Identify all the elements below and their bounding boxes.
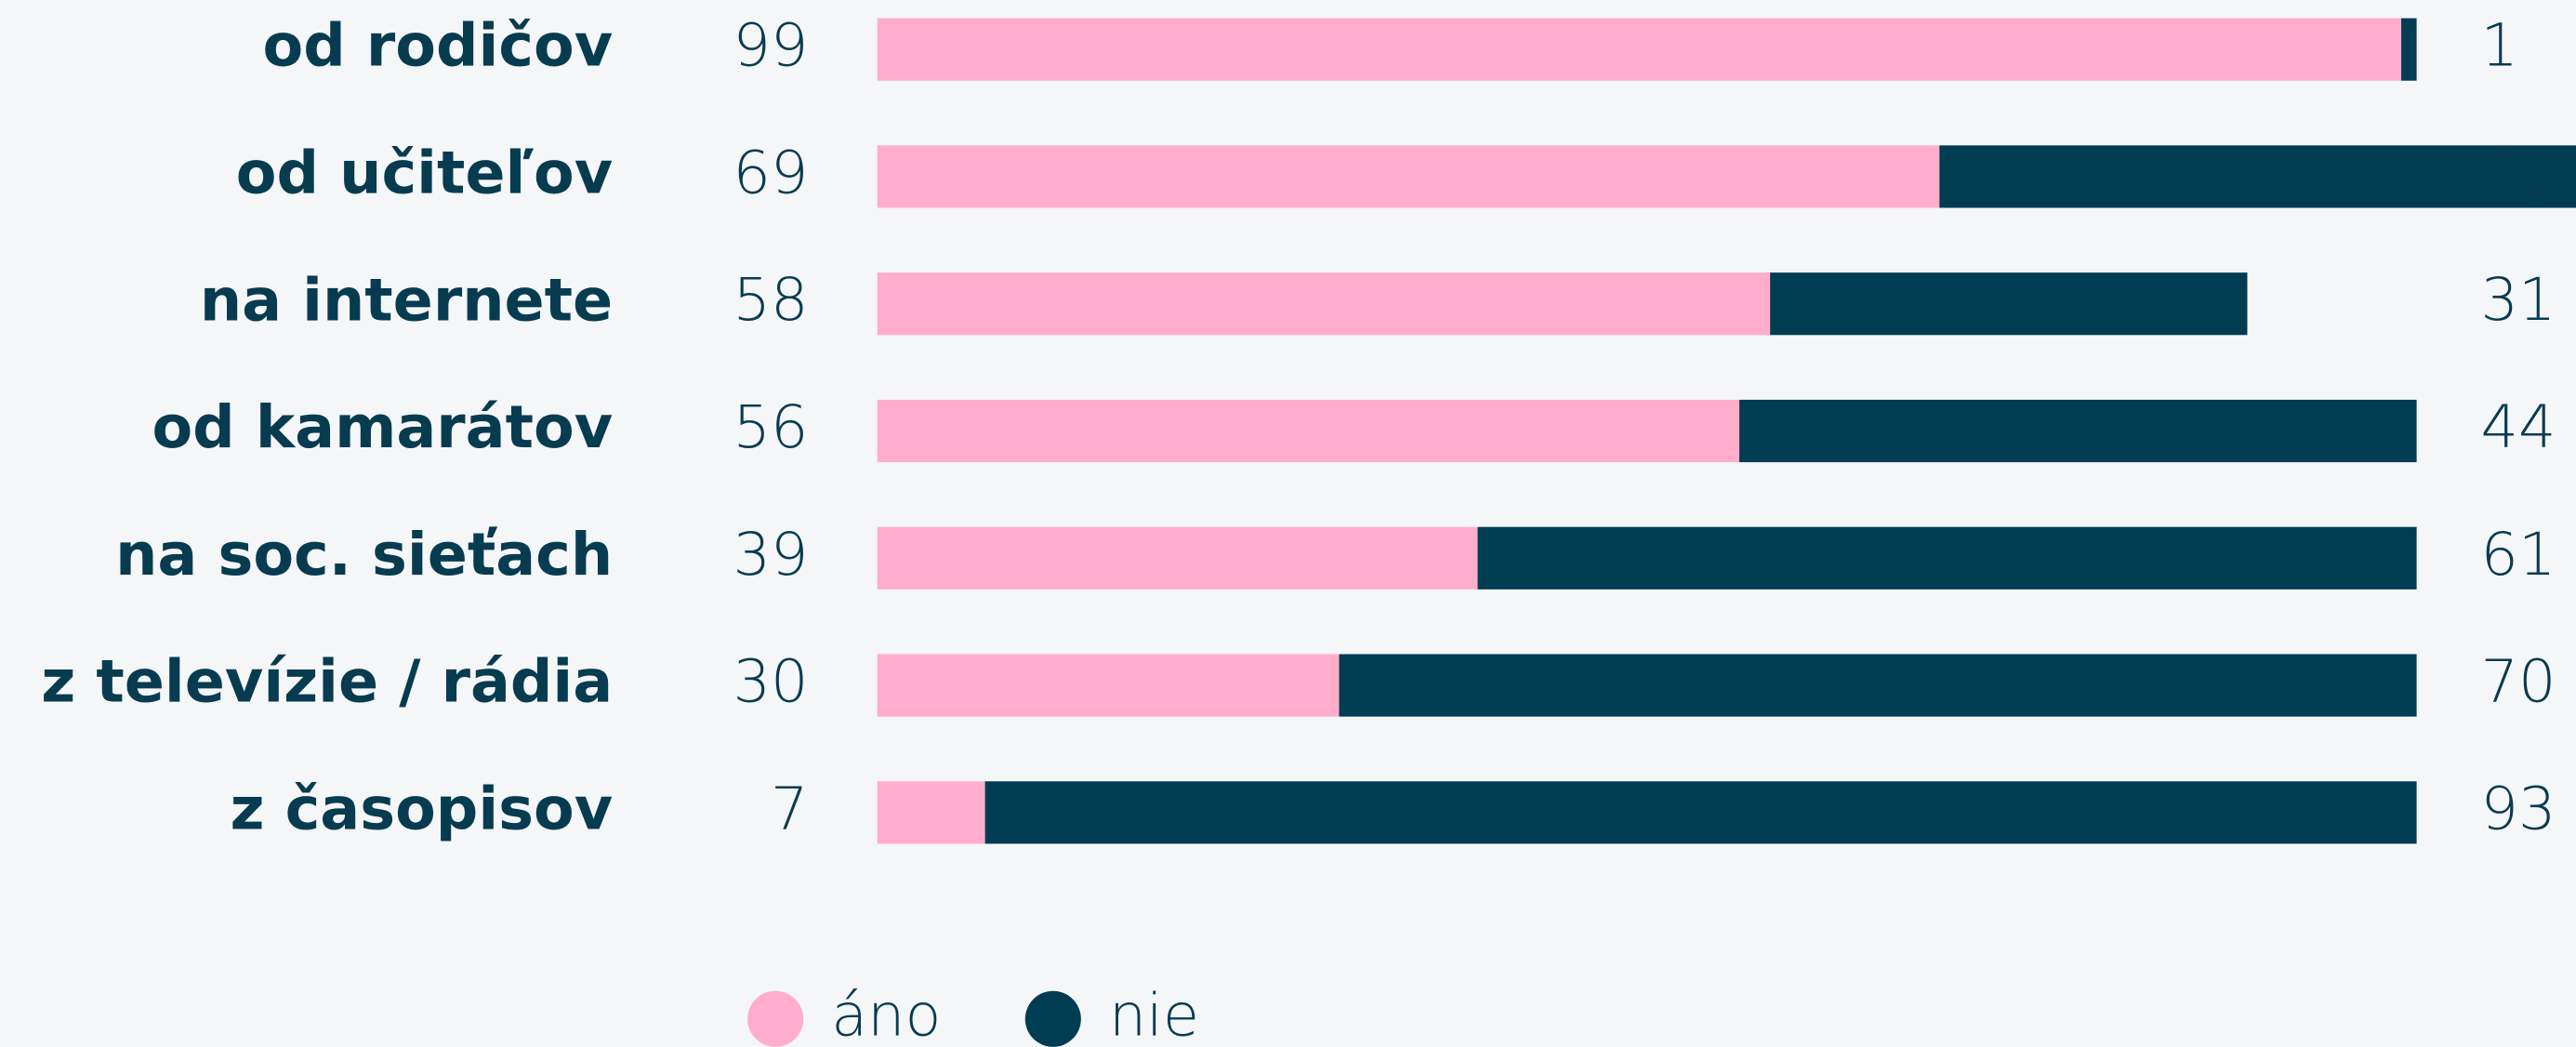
bar-segment	[1738, 399, 2417, 463]
value-label: 99	[733, 12, 809, 81]
value-label: 42	[2481, 139, 2556, 207]
category-label: od rodičov	[263, 12, 614, 81]
value-label: 30	[733, 648, 809, 717]
category-label: na soc. sieťach	[115, 521, 613, 590]
category-label: z časopisov	[230, 775, 613, 843]
legend-swatch	[747, 990, 804, 1047]
value-label: 31	[2481, 266, 2556, 335]
bar-segment	[877, 526, 1478, 590]
bar-segment	[1477, 526, 2417, 590]
bar-segment	[1770, 272, 2248, 336]
value-label: 58	[733, 266, 809, 335]
value-label: 1	[2481, 12, 2518, 81]
value-label: 93	[2481, 775, 2556, 843]
bar-segment	[877, 781, 985, 844]
bar-segment	[877, 145, 1940, 208]
value-label: 44	[2481, 393, 2556, 462]
legend-label: nie	[1109, 981, 1199, 1047]
value-label: 39	[733, 521, 809, 590]
value-label: 70	[2481, 648, 2556, 717]
bar-segment	[1339, 654, 2417, 717]
legend-label: áno	[831, 981, 941, 1047]
bar-segment	[877, 272, 1771, 336]
bar-segment	[984, 781, 2417, 844]
category-label: od kamarátov	[152, 393, 613, 462]
value-label: 61	[2481, 521, 2556, 590]
value-label: 7	[771, 775, 808, 843]
bar-segment	[1939, 145, 2576, 208]
category-label: na internete	[200, 266, 613, 335]
legend-swatch	[1024, 990, 1081, 1047]
bar-segment	[877, 18, 2402, 81]
category-label: z televízie / rádia	[41, 648, 613, 717]
bar-segment	[2401, 18, 2417, 81]
value-label: 69	[733, 139, 809, 207]
category-label: od učiteľov	[236, 139, 613, 208]
value-label: 56	[733, 393, 809, 462]
bar-segment	[877, 399, 1739, 463]
bar-segment	[877, 654, 1340, 717]
